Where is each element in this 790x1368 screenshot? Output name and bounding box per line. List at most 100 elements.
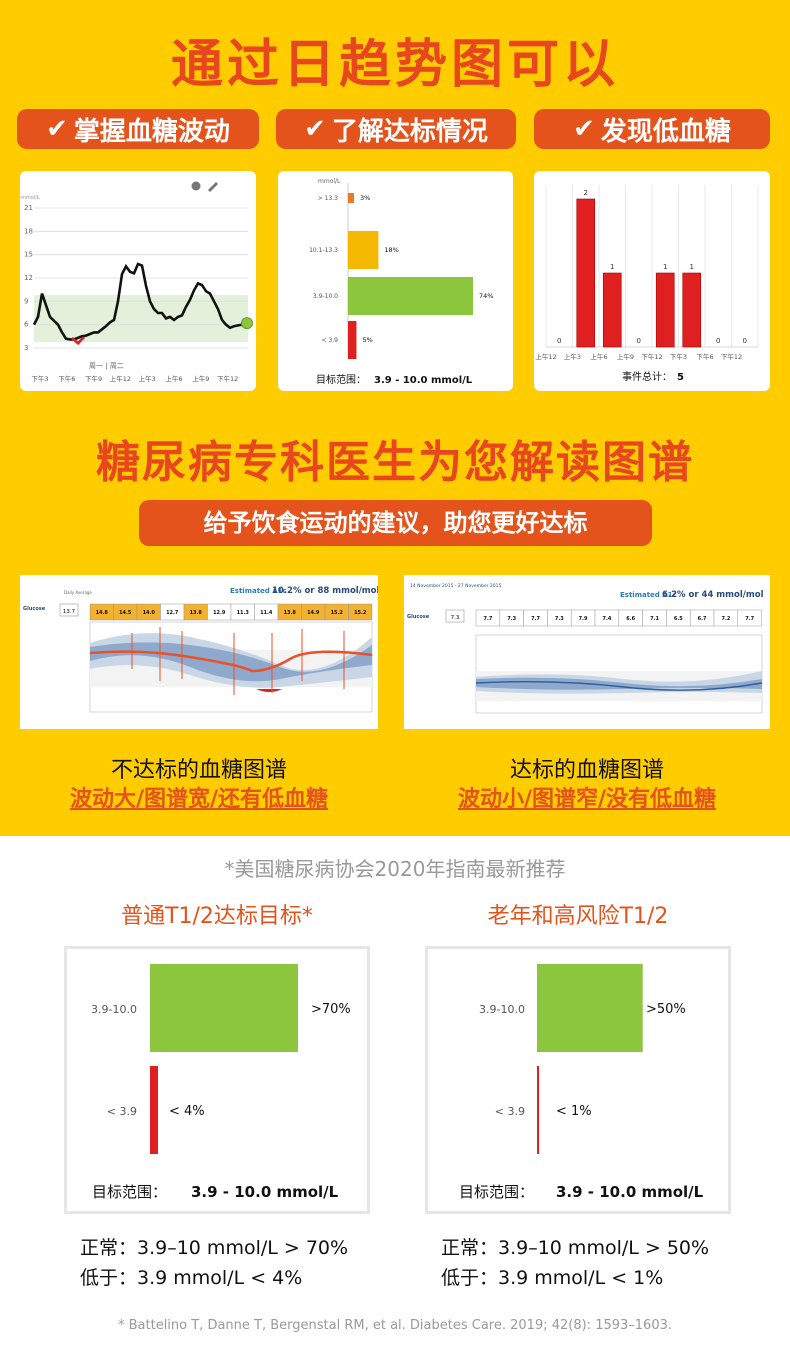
- target-range-label: 目标范围：: [316, 373, 366, 386]
- tir-bar: [348, 231, 379, 269]
- target-range-value: 3.9 - 10.0 mmol/L: [191, 1183, 339, 1201]
- pen-icon: [208, 182, 218, 192]
- target-range-value: 3.9 - 10.0 mmol/L: [374, 375, 473, 386]
- tir-bar: [348, 277, 473, 315]
- daily-average-value: 14.0: [143, 610, 156, 616]
- check-icon: ✔: [304, 114, 326, 144]
- daily-average-value: 14.8: [96, 610, 109, 616]
- daily-average-value: 12.7: [166, 610, 179, 616]
- daily-average-value: 13.8: [190, 610, 203, 616]
- range-label: > 13.3: [318, 195, 338, 202]
- target-chart-elderly: 3.9-10.0 >50% < 3.9 < 1% 目标范围： 3.9 - 10.…: [459, 964, 704, 1201]
- low-pct: < 4%: [169, 1104, 205, 1119]
- daily-average-value: 15.2: [354, 610, 367, 616]
- glucose-label: Glucose: [23, 606, 46, 612]
- low-range-elderly: 低于：3.9 mmol/L < 1%: [441, 1267, 664, 1289]
- pct-label: 3%: [360, 194, 370, 202]
- overall-average-box: [445, 609, 465, 623]
- target-range-value: 3.9 - 10.0 mmol/L: [556, 1183, 704, 1201]
- daily-average-value: 6.7: [698, 616, 707, 622]
- agp-controlled: 14 November 2015 - 27 November 2015 Esti…: [404, 575, 770, 729]
- apple-icon: [191, 181, 201, 191]
- x-tick-label: 下午3: [31, 374, 48, 383]
- median-line: [89, 650, 373, 673]
- a1c-value: 10.2% or 88 mmol/mol: [272, 586, 378, 596]
- pill-target: ✔ 了解达标情况: [276, 109, 516, 149]
- daily-trend-card: mmol/L 21 18 15 12 9 6 3 周一 | 周二 下午3 下午6 下午9 上午12…: [20, 171, 256, 391]
- caption-uncontrolled-detail: 波动大/图谱宽/还有低血糖: [69, 787, 329, 812]
- tir-bar: [348, 321, 357, 359]
- day-label: 周一 | 周二: [89, 362, 124, 370]
- variability-arrows: [131, 627, 345, 695]
- in-range-pct: >70%: [311, 1002, 351, 1017]
- overall-average-box: [59, 603, 79, 617]
- x-tick-label: 下午12: [641, 352, 662, 361]
- tir-bar: [348, 193, 354, 203]
- y-tick-label: 12: [24, 274, 33, 282]
- event-count: 1: [690, 263, 694, 271]
- event-count: 0: [716, 337, 720, 345]
- pill-fluctuation: ✔ 掌握血糖波动: [17, 109, 259, 149]
- main-title: 通过日趋势图可以: [170, 35, 619, 95]
- low-bar: [537, 1066, 539, 1154]
- low-bar: [150, 1066, 158, 1154]
- pill-label: 发现低血糖: [600, 116, 731, 147]
- target-chart-general: 3.9-10.0 >70% < 3.9 < 4% 目标范围： 3.9 - 10.…: [91, 964, 351, 1201]
- event-total-value: 5: [677, 372, 684, 383]
- pill-label: 了解达标情况: [331, 116, 488, 147]
- daily-average-value: 7.7: [531, 616, 540, 622]
- daily-average-value: 7.3: [507, 616, 516, 622]
- daily-average-value: 12.9: [213, 610, 226, 616]
- overall-average: 7.3: [451, 615, 460, 621]
- reference-citation: * Battelino T, Danne T, Bergenstal RM, e…: [117, 1318, 672, 1333]
- pct-label: 18%: [384, 246, 398, 254]
- low-pct: < 1%: [556, 1104, 592, 1119]
- event-total-label: 事件总计：: [622, 370, 672, 383]
- target-band: [34, 295, 248, 342]
- overall-average: 13.7: [63, 609, 76, 615]
- pct-label: 74%: [479, 292, 493, 300]
- low-label: < 3.9: [107, 1105, 137, 1118]
- in-range-pct: >50%: [646, 1002, 686, 1017]
- daily-average-value: 7.3: [555, 616, 564, 622]
- unit-label: mmol/L: [318, 178, 341, 185]
- daily-average-value: 14.5: [119, 610, 132, 616]
- pct-label: 5%: [362, 336, 372, 344]
- glucose-line: [32, 262, 248, 341]
- target-box-elderly: 3.9-10.0 >50% < 3.9 < 1% 目标范围： 3.9 - 10.…: [425, 946, 731, 1214]
- guideline-note: *美国糖尿病协会2020年指南最新推荐: [224, 857, 566, 881]
- x-tick-label: 上午3: [139, 374, 156, 383]
- y-tick-label: 6: [24, 321, 29, 329]
- section-title: 糖尿病专科医生为您解读图谱: [96, 437, 694, 488]
- daily-average-cell: [348, 603, 373, 621]
- unit-label: mmol/L: [21, 195, 40, 201]
- daily-average-value: 7.2: [721, 616, 730, 622]
- range-label: < 3.9: [322, 337, 339, 344]
- target-range-label: 目标范围：: [459, 1183, 534, 1201]
- glucose-label: Glucose: [407, 614, 430, 620]
- daily-average-value: 6.6: [626, 616, 635, 622]
- daily-average-value: 7.7: [483, 616, 492, 622]
- daily-average-value: 11.4: [260, 610, 273, 616]
- median-line: [475, 680, 763, 691]
- hypo-area: [256, 689, 282, 692]
- y-tick-label: 9: [24, 297, 28, 305]
- daily-average-value: 7.7: [745, 616, 754, 622]
- hypo-events-card: 0 上午12 2 上午3 1 上午6 0 上午9 1 下午12 1 下午3 0 下午6 0 下午12 事件总计…: [534, 171, 770, 391]
- y-tick-label: 3: [24, 344, 28, 352]
- x-tick-label: 上午6: [165, 374, 182, 383]
- advice-banner: 给予饮食运动的建议，助您更好达标: [139, 500, 652, 546]
- percentile-band-inner: [476, 677, 762, 690]
- low-glucose-segment: [71, 336, 85, 346]
- x-tick-label: 下午12: [217, 374, 238, 383]
- date-range: 14 November 2015 - 27 November 2015: [410, 583, 502, 589]
- y-tick-label: 15: [24, 251, 33, 259]
- x-tick-label: 上午3: [564, 352, 581, 361]
- pill-label: 掌握血糖波动: [73, 116, 230, 147]
- target-box-general: 3.9-10.0 >70% < 3.9 < 4% 目标范围： 3.9 - 10.…: [64, 946, 370, 1214]
- current-value-dot: [241, 317, 253, 330]
- x-tick-label: 下午12: [721, 352, 742, 361]
- event-bar: [602, 272, 622, 348]
- target-title-general: 普通T1/2达标目标*: [121, 904, 313, 929]
